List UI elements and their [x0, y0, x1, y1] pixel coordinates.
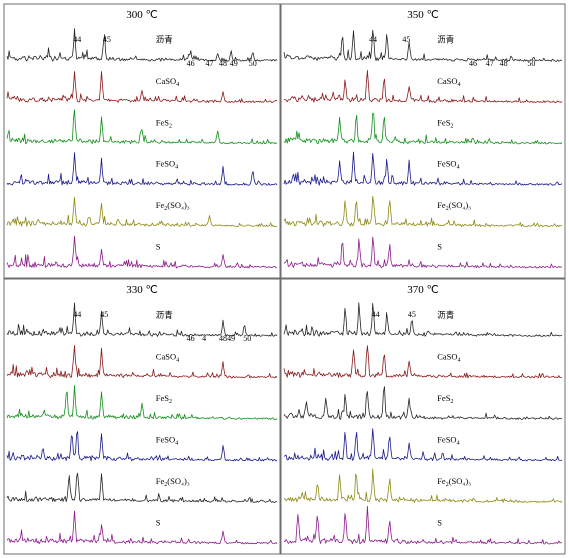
series-label: CaSO4	[437, 76, 460, 88]
series-label: 沥青	[156, 310, 173, 320]
series-line	[6, 302, 278, 337]
panel-title: 370 ℃	[407, 284, 439, 296]
series-line	[283, 112, 563, 145]
series-line	[6, 109, 278, 145]
peak-label: 48	[500, 59, 508, 68]
series-line	[283, 195, 563, 228]
series-line	[6, 510, 278, 545]
peak-label: 44	[372, 310, 380, 319]
panel-frame	[280, 3, 566, 279]
series-label: Fe2(SO₄)₃	[437, 476, 471, 488]
series-label: S	[156, 517, 161, 527]
peak-label: 48	[219, 334, 227, 343]
series-label: FeSO4	[437, 159, 459, 171]
series-label: 沥青	[437, 310, 454, 320]
series-label: CaSO4	[156, 351, 179, 363]
peak-label: 44	[73, 310, 81, 319]
series-line	[283, 70, 563, 104]
series-line	[283, 302, 563, 337]
panel-title: 350 ℃	[407, 9, 439, 21]
series-line	[6, 71, 278, 103]
peak-label: 46	[187, 334, 195, 343]
peak-label: 50	[249, 59, 257, 68]
series-label: 沥青	[437, 35, 454, 45]
peak-label: 44	[369, 35, 377, 44]
series-line	[6, 235, 278, 269]
peak-label: 4	[202, 334, 206, 343]
series-label: FeS2	[156, 117, 172, 129]
series-line	[283, 345, 562, 379]
peak-label: 45	[408, 310, 416, 319]
series-line	[283, 151, 563, 186]
series-line	[6, 345, 278, 379]
series-label: Fe2(SO₄)₃	[156, 200, 190, 212]
series-label: S	[156, 241, 161, 251]
peak-label: 50	[243, 334, 251, 343]
series-label: FeSO4	[156, 434, 178, 446]
panel-370c: 370 ℃ 沥青 CaSO4 FeS2 FeSO4 Fe2(SO₄)₃ S 44 45	[280, 278, 566, 555]
series-label: FeSO4	[156, 159, 178, 171]
peak-label: 45	[100, 310, 108, 319]
peak-label: 50	[527, 59, 535, 68]
series-label: S	[437, 241, 442, 251]
series-line	[283, 236, 563, 269]
peak-label: 46	[187, 59, 195, 68]
series-label: CaSO4	[437, 351, 460, 363]
peak-label: 44	[73, 35, 81, 44]
series-line	[6, 152, 278, 186]
peak-label: 46	[469, 59, 477, 68]
series-line	[6, 196, 278, 228]
series-label: FeS2	[437, 117, 453, 129]
panel-title: 300 ℃	[126, 9, 158, 21]
series-line	[283, 505, 563, 545]
peak-label: 47	[486, 59, 494, 68]
peak-label: 49	[230, 59, 238, 68]
panel-frame	[3, 3, 281, 279]
panel-330c: 330 ℃ 沥青 CaSO4 FeS2 FeSO4 Fe2(SO₄)₃ S 44 45 46 4 48…	[3, 278, 281, 555]
series-line	[283, 428, 563, 462]
peak-label: 47	[206, 59, 214, 68]
series-line	[283, 29, 563, 62]
panel-300c: 300 ℃ 沥青 CaSO4 FeS2 FeSO4 Fe2(SO₄)₃ S 44 45 46 47 4…	[3, 3, 281, 279]
series-line	[6, 28, 278, 62]
series-line	[283, 386, 563, 420]
series-label: 沥青	[156, 35, 173, 45]
panel-frame	[3, 278, 281, 555]
series-label: S	[437, 517, 442, 527]
panel-title: 330 ℃	[126, 284, 158, 296]
series-label: FeS2	[156, 393, 172, 405]
panel-350c: 350 ℃ 沥青 CaSO4 FeS2 FeSO4 Fe2(SO₄)₃ S 44 45 46 47 4…	[280, 3, 566, 279]
series-line	[283, 468, 563, 503]
peak-label: 48	[219, 59, 227, 68]
panel-frame	[280, 278, 566, 555]
peak-label: 45	[103, 35, 111, 44]
series-line	[6, 431, 278, 462]
series-label: Fe2(SO₄)₃	[437, 200, 471, 212]
peak-label: 45	[402, 35, 410, 44]
series-label: CaSO4	[156, 76, 179, 88]
series-label: FeSO4	[437, 434, 459, 446]
series-line	[6, 385, 278, 420]
series-label: Fe2(SO₄)₃	[156, 476, 190, 488]
series-line	[6, 472, 278, 503]
peak-label: 49	[227, 334, 235, 343]
series-label: FeS2	[437, 393, 453, 405]
